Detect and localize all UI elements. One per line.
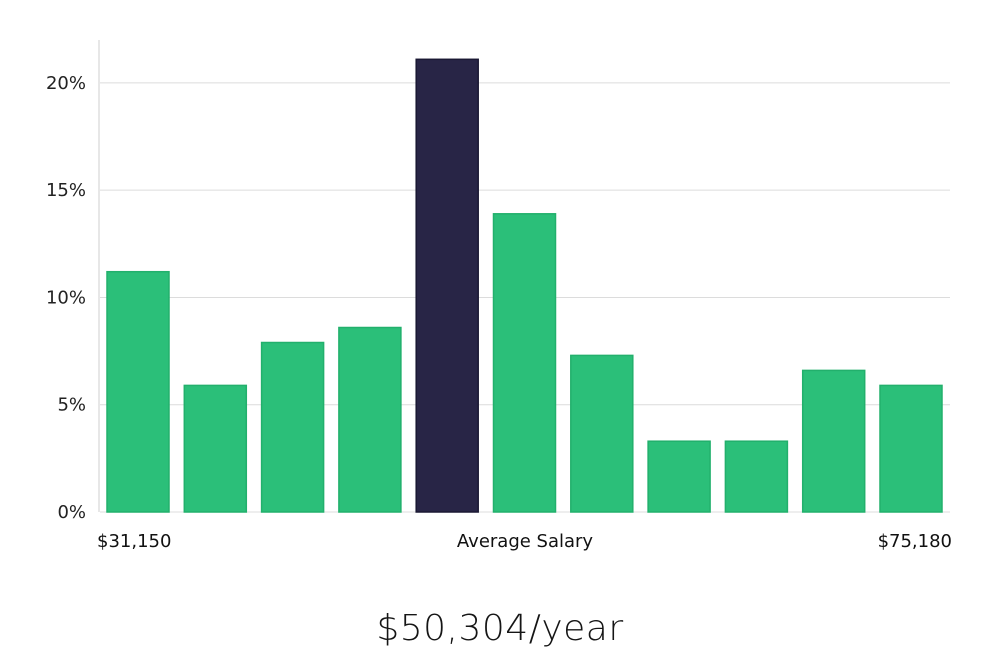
y-tick-label: 10% (46, 287, 86, 308)
salary-distribution-chart: 0% 5% 10% 15% 20% $31,150 Average Salary $75… (46, 40, 952, 552)
bar (183, 384, 248, 513)
bar (879, 384, 943, 513)
y-tick-label: 5% (57, 395, 86, 416)
bar (570, 354, 634, 513)
bar (260, 341, 325, 513)
average-salary-summary: $50,304/year (376, 608, 624, 649)
bar (647, 440, 711, 513)
x-label-min: $31,150 (97, 531, 171, 552)
y-tick-label: 0% (57, 502, 86, 523)
bar (492, 213, 557, 513)
y-tick-label: 15% (46, 180, 86, 201)
y-tick-labels: 0% 5% 10% 15% 20% (46, 73, 86, 523)
bar-average-salary (415, 58, 479, 513)
bars (106, 58, 943, 513)
bar (724, 440, 789, 513)
bar (801, 369, 866, 513)
x-label-average: Average Salary (457, 531, 594, 552)
y-tick-label: 20% (46, 73, 86, 94)
bar (338, 326, 402, 513)
bar (106, 270, 170, 513)
x-label-max: $75,180 (878, 531, 952, 552)
